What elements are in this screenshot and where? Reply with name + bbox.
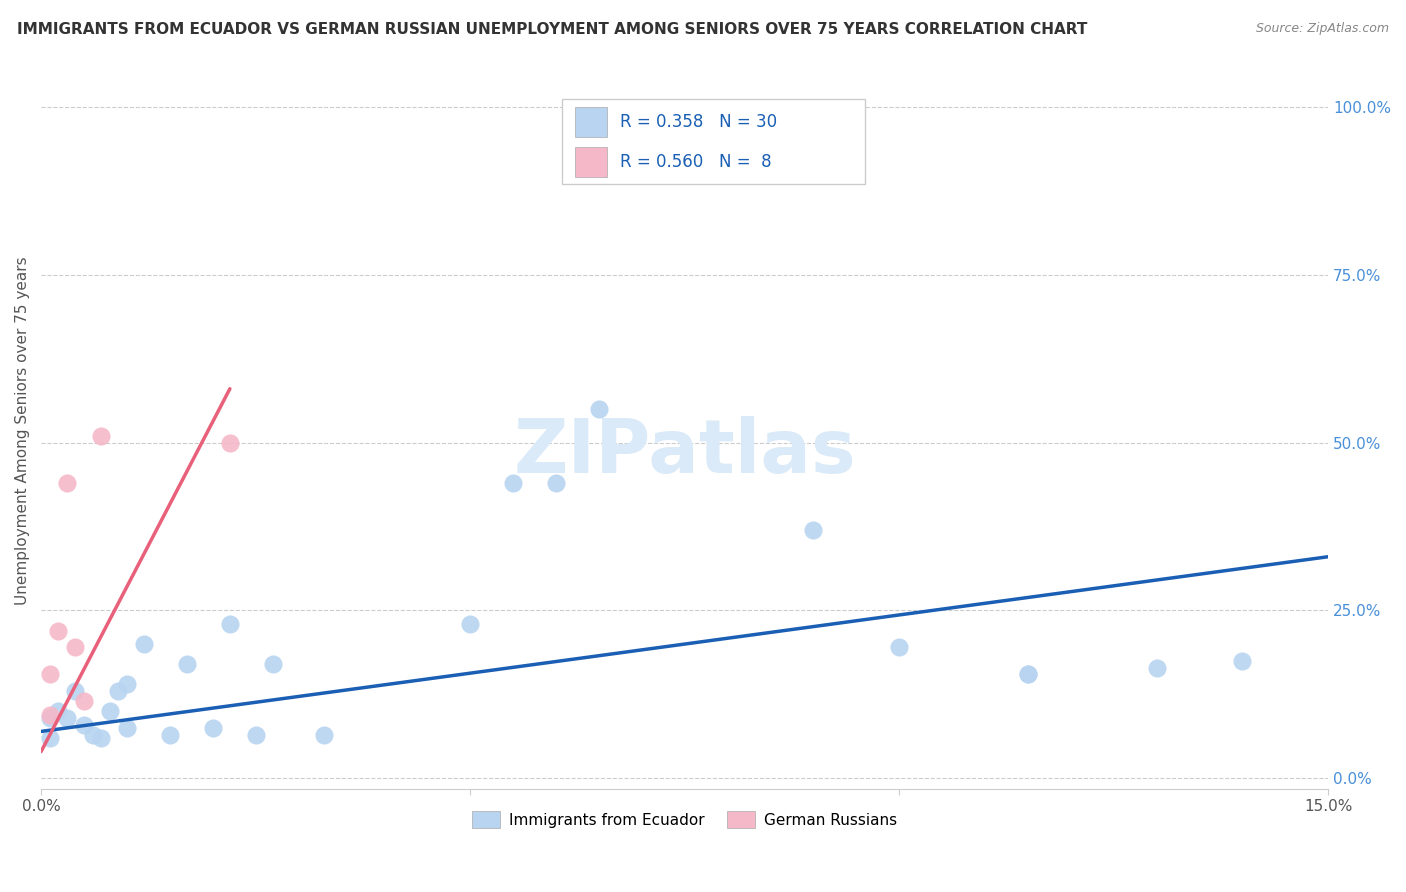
Point [458,616,481,631]
Point [38,707,60,722]
Point [159,728,181,742]
Point [245,728,267,742]
FancyBboxPatch shape [575,107,607,137]
Y-axis label: Unemployment Among Seniors over 75 years: Unemployment Among Seniors over 75 years [15,256,30,605]
Point [46,624,69,638]
Point [544,475,567,490]
Point [132,637,155,651]
Point [1146,660,1168,674]
Point [56,475,79,490]
Point [90,429,112,443]
Point [887,640,910,655]
Text: R = 0.358   N = 30: R = 0.358 N = 30 [620,113,778,131]
Point [73,717,96,731]
Point [38,667,60,681]
Point [98,704,121,718]
Point [502,475,524,490]
Text: ZIPatlas: ZIPatlas [513,416,856,489]
Point [46,704,69,718]
Point [73,694,96,708]
Point [588,401,610,416]
Point [1017,667,1039,681]
Point [65,640,87,655]
Point [176,657,198,672]
Text: Source: ZipAtlas.com: Source: ZipAtlas.com [1256,22,1389,36]
Point [314,728,336,742]
Text: R = 0.560   N =  8: R = 0.560 N = 8 [620,153,772,171]
Point [115,721,138,735]
Point [218,616,240,631]
FancyBboxPatch shape [562,99,865,184]
Point [262,657,284,672]
Point [1017,667,1039,681]
Point [115,677,138,691]
Point [90,731,112,746]
Point [65,684,87,698]
Legend: Immigrants from Ecuador, German Russians: Immigrants from Ecuador, German Russians [465,805,903,835]
Point [218,435,240,450]
Point [56,711,79,725]
Point [201,721,224,735]
Text: IMMIGRANTS FROM ECUADOR VS GERMAN RUSSIAN UNEMPLOYMENT AMONG SENIORS OVER 75 YEA: IMMIGRANTS FROM ECUADOR VS GERMAN RUSSIA… [17,22,1087,37]
Point [107,684,129,698]
Point [38,711,60,725]
Point [38,731,60,746]
Point [801,523,824,537]
FancyBboxPatch shape [575,147,607,178]
Point [82,728,104,742]
Point [1232,654,1254,668]
